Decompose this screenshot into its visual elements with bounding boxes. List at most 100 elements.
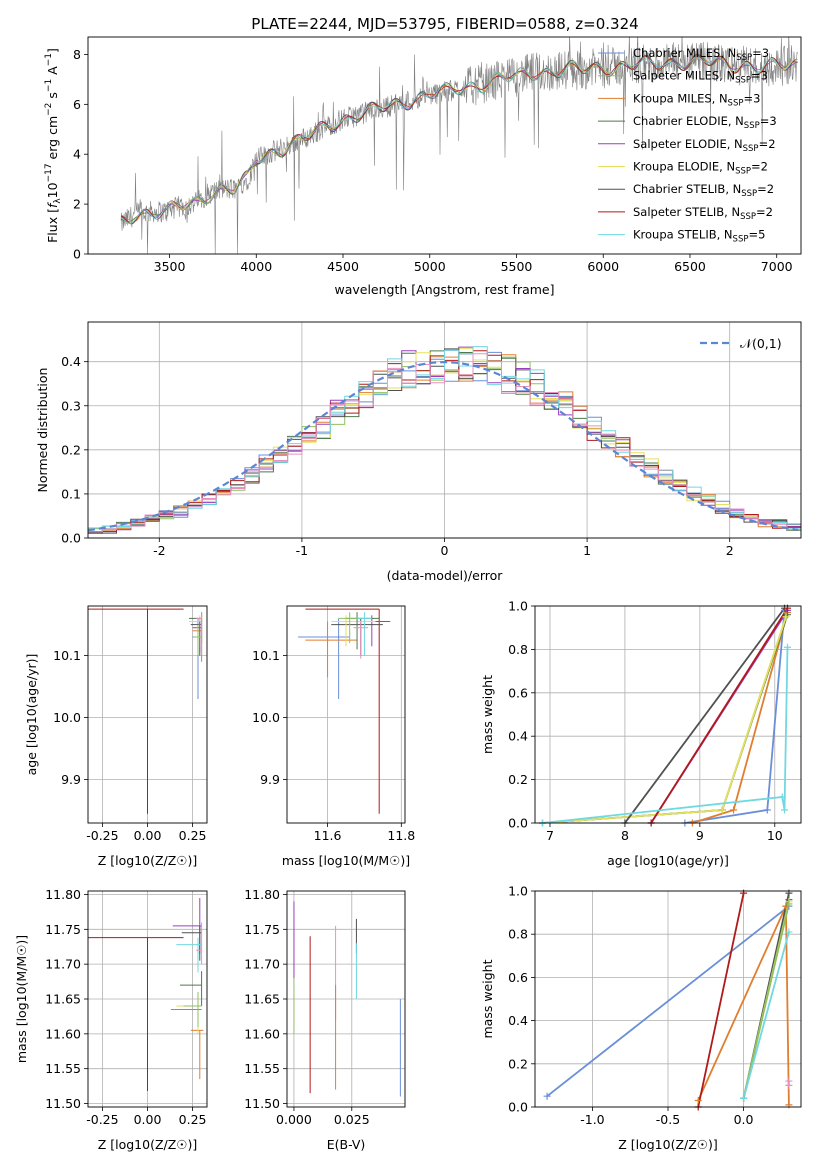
x-tick-label: -0.25 xyxy=(86,1112,118,1127)
y-tick-label: 10.0 xyxy=(53,710,81,725)
y-tick-label: 11.60 xyxy=(45,1026,81,1041)
marker-8-0 xyxy=(740,1094,748,1102)
panel-cumulative_Z: -1.0 -0.5 0.0 0.0 0.2 0.4 0.6 0.8 1.0 Z [log10(Z/… xyxy=(480,884,802,1152)
panel-mass_vs_ebv: 0.000 0.025 11.50 11.55 11.60 11.65 11.70 11.75… xyxy=(244,887,406,1152)
y-tick-label: 0.0 xyxy=(508,816,528,831)
y-tick-label: 0.0 xyxy=(61,531,81,546)
panel-age_vs_mass: 11.6 11.8 9.9 10.0 10.1 mass [log10(M/M☉)] xyxy=(252,605,415,868)
axes-frame xyxy=(534,605,802,824)
y-tick-label: 10.1 xyxy=(252,648,280,663)
marker-8-1 xyxy=(785,928,793,936)
x-tick-label: 3500 xyxy=(154,259,186,274)
y-tick-label: 9.9 xyxy=(61,772,81,787)
axes-frame xyxy=(286,890,406,1108)
x-axis-label: (data-model)/error xyxy=(387,568,504,583)
legend-label-1: Salpeter MILES, NSSP=3 xyxy=(633,69,768,86)
x-tick-label: 8 xyxy=(621,828,629,843)
x-axis-label: mass [log10(M/M☉)] xyxy=(282,853,410,868)
x-tick-label: 10 xyxy=(767,828,783,843)
y-tick-label: 11.50 xyxy=(45,1096,81,1111)
legend-label-6: Chabrier STELIB, NSSP=2 xyxy=(633,182,774,199)
cumulative-line-8 xyxy=(742,931,790,1099)
axes-frame xyxy=(87,890,208,1108)
x-tick-label: 0.0 xyxy=(734,1112,754,1127)
axes-frame xyxy=(87,605,208,824)
y-tick-label: 11.65 xyxy=(45,992,81,1007)
y-tick-label: 10.1 xyxy=(53,648,81,663)
y-tick-label: 0.4 xyxy=(508,729,528,744)
y-tick-label: 11.55 xyxy=(45,1061,81,1076)
y-axis-label: Flux [fλ10−17 erg cm−2 s−1 A−1] xyxy=(44,48,63,243)
y-tick-label: 0.4 xyxy=(508,1013,528,1028)
plot-area xyxy=(293,901,401,1097)
y-tick-label: 0.6 xyxy=(508,970,528,985)
y-tick-label: 11.80 xyxy=(244,887,280,902)
y-tick-label: 0.6 xyxy=(508,685,528,700)
x-tick-label: 2 xyxy=(726,543,734,558)
cumulative-line-7 xyxy=(650,607,789,823)
x-tick-label: -2 xyxy=(153,543,165,558)
y-tick-label: 11.80 xyxy=(45,887,81,902)
x-tick-label: 9 xyxy=(696,828,704,843)
marker-0-1 xyxy=(763,806,771,814)
y-axis-label: age [log10(age/yr)] xyxy=(24,654,39,776)
x-tick-label: 0.25 xyxy=(179,1112,207,1127)
y-tick-label: 11.75 xyxy=(45,922,81,937)
marker-9-1 xyxy=(785,1081,793,1089)
cumulative-line-6 xyxy=(624,607,786,823)
x-tick-label: -1.0 xyxy=(580,1112,604,1127)
x-tick-label: 7 xyxy=(546,828,554,843)
cumulative-line-1 xyxy=(542,616,787,823)
histogram-8 xyxy=(88,346,801,534)
y-tick-label: 0.1 xyxy=(61,486,81,501)
y-tick-label: 0.3 xyxy=(61,398,81,413)
marker-8-3 xyxy=(784,643,792,651)
x-tick-label: 1 xyxy=(583,543,591,558)
y-axis-label: mass weight xyxy=(480,675,495,754)
x-axis-label: wavelength [Angstrom, rest frame] xyxy=(334,282,554,297)
panel-age_vs_Z: -0.25 0.00 0.25 9.9 10.0 10.1 Z [log10(Z/Z☉)] a… xyxy=(24,605,208,868)
x-tick-label: 11.6 xyxy=(314,828,342,843)
legend-label-2: Kroupa MILES, NSSP=3 xyxy=(633,91,760,108)
x-tick-label: 5500 xyxy=(501,259,533,274)
plot-area xyxy=(88,608,203,814)
y-tick-label: 0.4 xyxy=(61,354,81,369)
y-tick-label: 2 xyxy=(73,197,81,212)
y-tick-label: 0.0 xyxy=(508,1100,528,1115)
axes-frame xyxy=(87,321,802,539)
x-tick-label: 5000 xyxy=(414,259,446,274)
legend-label-8: Kroupa STELIB, NSSP=5 xyxy=(633,228,765,245)
plot-area xyxy=(88,346,801,534)
y-tick-label: 11.75 xyxy=(244,922,280,937)
cumulative-line-3 xyxy=(542,614,789,823)
x-axis-label: Z [log10(Z/Z☉)] xyxy=(98,853,198,868)
marker-8-1 xyxy=(778,793,786,801)
y-axis-label: mass [log10(M/M☉)] xyxy=(14,935,29,1063)
legend-label-7: Salpeter STELIB, NSSP=2 xyxy=(633,205,773,222)
plot-area xyxy=(120,37,798,254)
axes-frame xyxy=(534,890,802,1108)
x-tick-label: 0.00 xyxy=(134,828,162,843)
y-tick-label: 1.0 xyxy=(508,884,528,899)
y-tick-label: 9.9 xyxy=(260,772,280,787)
panel-spectrum: 3500 4000 4500 5000 5500 6000 6500 7000 0 2 4 6 8 wav… xyxy=(44,36,802,297)
y-tick-label: 8 xyxy=(73,47,81,62)
marker-0-0 xyxy=(543,1092,551,1100)
x-tick-label: -1 xyxy=(296,543,308,558)
marker-1-0 xyxy=(694,1097,702,1105)
plot-area xyxy=(546,893,790,1107)
marker-5-1 xyxy=(718,806,726,814)
y-tick-label: 11.50 xyxy=(244,1096,280,1111)
legend-label-4: Salpeter ELODIE, NSSP=2 xyxy=(633,137,776,154)
y-tick-label: 0.2 xyxy=(508,772,528,787)
x-tick-label: 4500 xyxy=(327,259,359,274)
x-tick-label: 11.8 xyxy=(387,828,415,843)
histogram-7 xyxy=(88,350,801,533)
legend-label-5: Kroupa ELODIE, NSSP=2 xyxy=(633,160,768,177)
y-tick-label: 0.8 xyxy=(508,642,528,657)
y-tick-label: 0.2 xyxy=(61,442,81,457)
y-axis-label: Normed distribution xyxy=(35,368,50,493)
cumulative-line-2 xyxy=(692,612,789,823)
x-tick-label: -0.25 xyxy=(86,828,118,843)
